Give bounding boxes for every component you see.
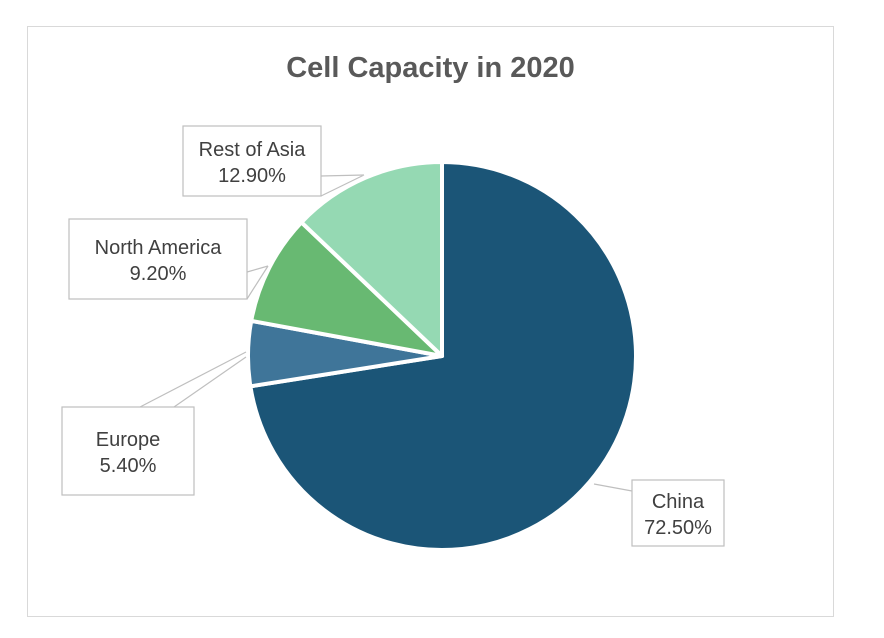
chart-title: Cell Capacity in 2020 — [286, 52, 575, 84]
pie-slice-north-america — [249, 220, 444, 358]
label-value-europe: 5.40% — [100, 455, 157, 477]
data-label-china: China 72.50% — [593, 479, 725, 547]
label-value-china: 72.50% — [644, 517, 712, 539]
label-box-china — [631, 479, 725, 547]
leader-line-rest-of-asia — [320, 174, 365, 197]
label-category-europe: Europe — [96, 429, 161, 451]
leader-line-europe — [139, 351, 247, 408]
label-box-rest-of-asia — [182, 125, 322, 197]
leader-line-north-america — [246, 265, 269, 300]
data-label-europe: Europe 5.40% — [61, 351, 247, 496]
label-value-north-america: 9.20% — [130, 263, 187, 285]
label-category-china: China — [652, 491, 705, 513]
leader-line-china — [593, 483, 633, 492]
label-box-north-america — [68, 218, 248, 300]
data-labels: China 72.50% Europe 5.40% North America 9.20%… — [61, 125, 725, 547]
data-label-rest-of-asia: Rest of Asia 12.90% — [182, 125, 365, 197]
label-category-rest-of-asia: Rest of Asia — [199, 139, 307, 161]
data-label-north-america: North America 9.20% — [68, 218, 269, 300]
pie-slice-rest-of-asia — [299, 160, 444, 358]
label-box-europe — [61, 406, 195, 496]
pie-slices — [246, 160, 638, 552]
label-value-rest-of-asia: 12.90% — [218, 165, 286, 187]
label-category-north-america: North America — [95, 237, 223, 259]
